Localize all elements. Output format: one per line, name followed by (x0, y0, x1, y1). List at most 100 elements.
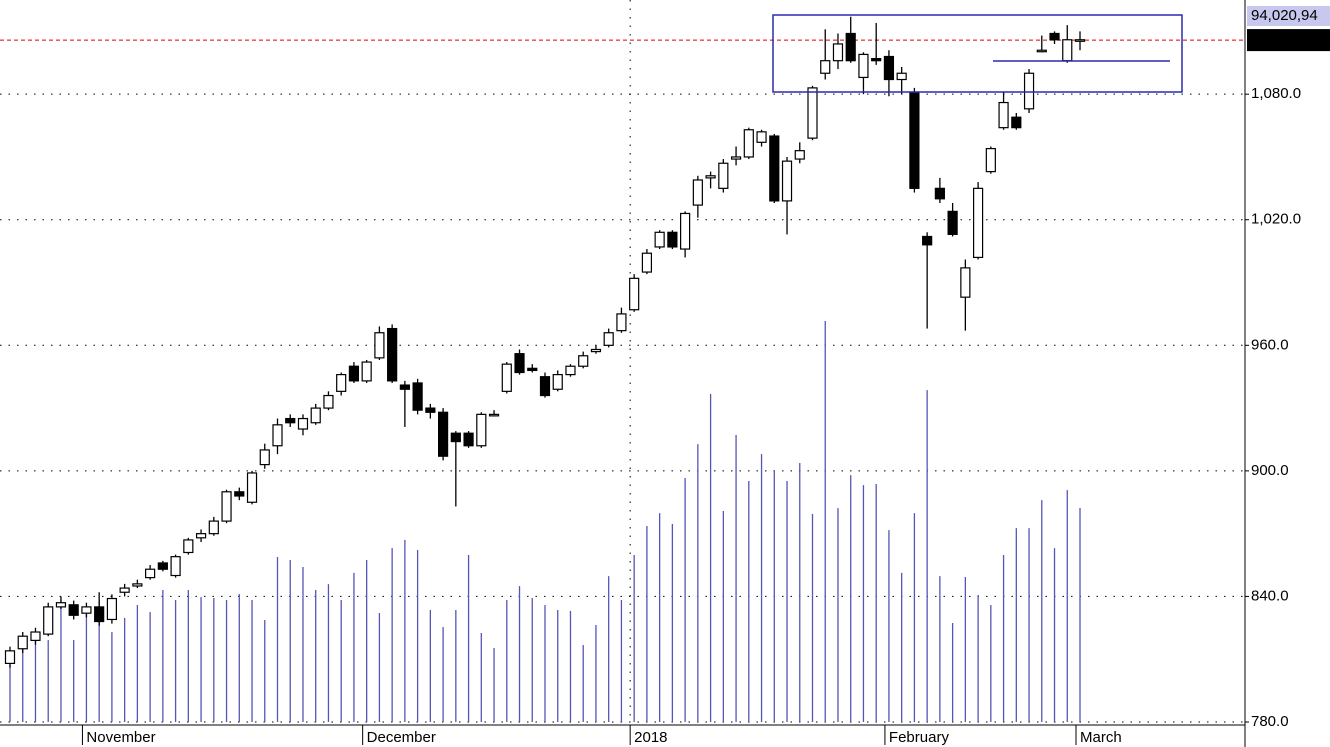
candle-body (132, 583, 143, 587)
candle-body (94, 606, 105, 623)
labels: 780.0 840.0 900.0 960.0 1,020.0 1,080.0 Novemb… (81, 6, 1330, 746)
candle-body (476, 413, 487, 447)
price-readout-box (1247, 29, 1330, 52)
candle-body (336, 374, 347, 392)
candle-body (934, 187, 945, 200)
candle-body (488, 413, 500, 417)
candle-body (922, 235, 933, 246)
candle-body (539, 376, 551, 397)
candle-body (145, 568, 156, 579)
candle-body (234, 491, 245, 497)
candle-body (807, 87, 818, 139)
candle-body (399, 384, 410, 390)
candle-body (285, 417, 296, 424)
candle-body (896, 72, 907, 81)
candle-body (387, 327, 398, 382)
candle-body (81, 606, 92, 614)
candle-body (883, 55, 895, 81)
candle-body (463, 432, 474, 447)
price-readout: 1,105.84 (1247, 29, 1330, 52)
candle-body (743, 129, 754, 158)
candle-body (909, 91, 920, 189)
candle-body (259, 449, 270, 466)
candle-body (1074, 39, 1086, 42)
volume-bars (9, 321, 1081, 722)
candle-body (170, 556, 181, 577)
candle-body (361, 361, 372, 382)
candle-body (4, 650, 16, 665)
candle-body (845, 32, 856, 62)
candle-body (947, 210, 958, 235)
x-tick-label: February (889, 729, 950, 746)
candle-body (667, 231, 678, 248)
candle-body (68, 604, 79, 616)
candle-body (616, 313, 627, 332)
candle-body (272, 424, 283, 447)
x-tick-label: March (1080, 729, 1122, 746)
candle-body (871, 57, 882, 62)
candle-body (425, 407, 436, 413)
candle-body (297, 417, 309, 430)
candle-body (221, 491, 232, 522)
candle-body (730, 156, 742, 160)
y-tick-label: 1,020.0 (1251, 211, 1301, 228)
candle-body (629, 277, 640, 311)
y-tick-label: 960.0 (1251, 336, 1289, 353)
candle-body (374, 332, 385, 359)
candle-body (208, 520, 219, 535)
candle-body (450, 432, 461, 443)
candle-body (641, 252, 653, 273)
y-tick-label: 900.0 (1251, 462, 1289, 479)
candle-body (157, 562, 168, 570)
candle-body (183, 539, 194, 554)
annotation-box (772, 14, 1183, 93)
candle-body (246, 472, 258, 503)
candle-body (756, 131, 767, 143)
x-tick-label: December (367, 729, 436, 746)
candle-body (590, 348, 602, 353)
candle-body (692, 179, 703, 206)
y-tick-label: 840.0 (1251, 587, 1289, 604)
candle-body (323, 394, 334, 409)
candle-body (437, 411, 449, 457)
candle-body (718, 162, 729, 189)
y-tick-label: 780.0 (1251, 713, 1289, 730)
candle-body (781, 160, 793, 202)
candle-body (1023, 72, 1035, 110)
candle-body (565, 365, 576, 376)
candle-body (680, 212, 691, 250)
candle-body (119, 587, 130, 593)
candle-body (527, 367, 538, 372)
price-readout-label: 1,105.84 (1253, 31, 1311, 48)
x-tick-label: 2018 (634, 729, 667, 746)
candle-body (794, 150, 805, 160)
x-tick-label: November (86, 729, 155, 746)
candle-body (985, 147, 996, 173)
candle-body (832, 43, 844, 62)
candle-body (30, 631, 41, 641)
candle-body (412, 382, 423, 411)
candle-body (552, 374, 563, 390)
candle-body (514, 353, 525, 374)
candle-body (1036, 49, 1047, 53)
candle-body (195, 533, 207, 539)
volume-readout-box (1247, 6, 1330, 26)
volume-readout: 94,020,94 (1247, 6, 1330, 26)
candle-body (348, 365, 360, 382)
candle-body (603, 332, 614, 346)
candle-body (578, 355, 589, 367)
candle-body (705, 175, 716, 179)
candle-body (998, 101, 1009, 129)
grid (0, 0, 1245, 723)
candle-body (1011, 116, 1022, 129)
candle-body (55, 602, 67, 608)
candle-body (17, 635, 28, 650)
candle-body (310, 407, 321, 424)
candle-body (501, 363, 512, 392)
candle-body (654, 231, 665, 248)
volume-readout-label: 94,020,94 (1251, 7, 1318, 24)
candle-body (1062, 39, 1073, 62)
candle-body (106, 597, 118, 621)
